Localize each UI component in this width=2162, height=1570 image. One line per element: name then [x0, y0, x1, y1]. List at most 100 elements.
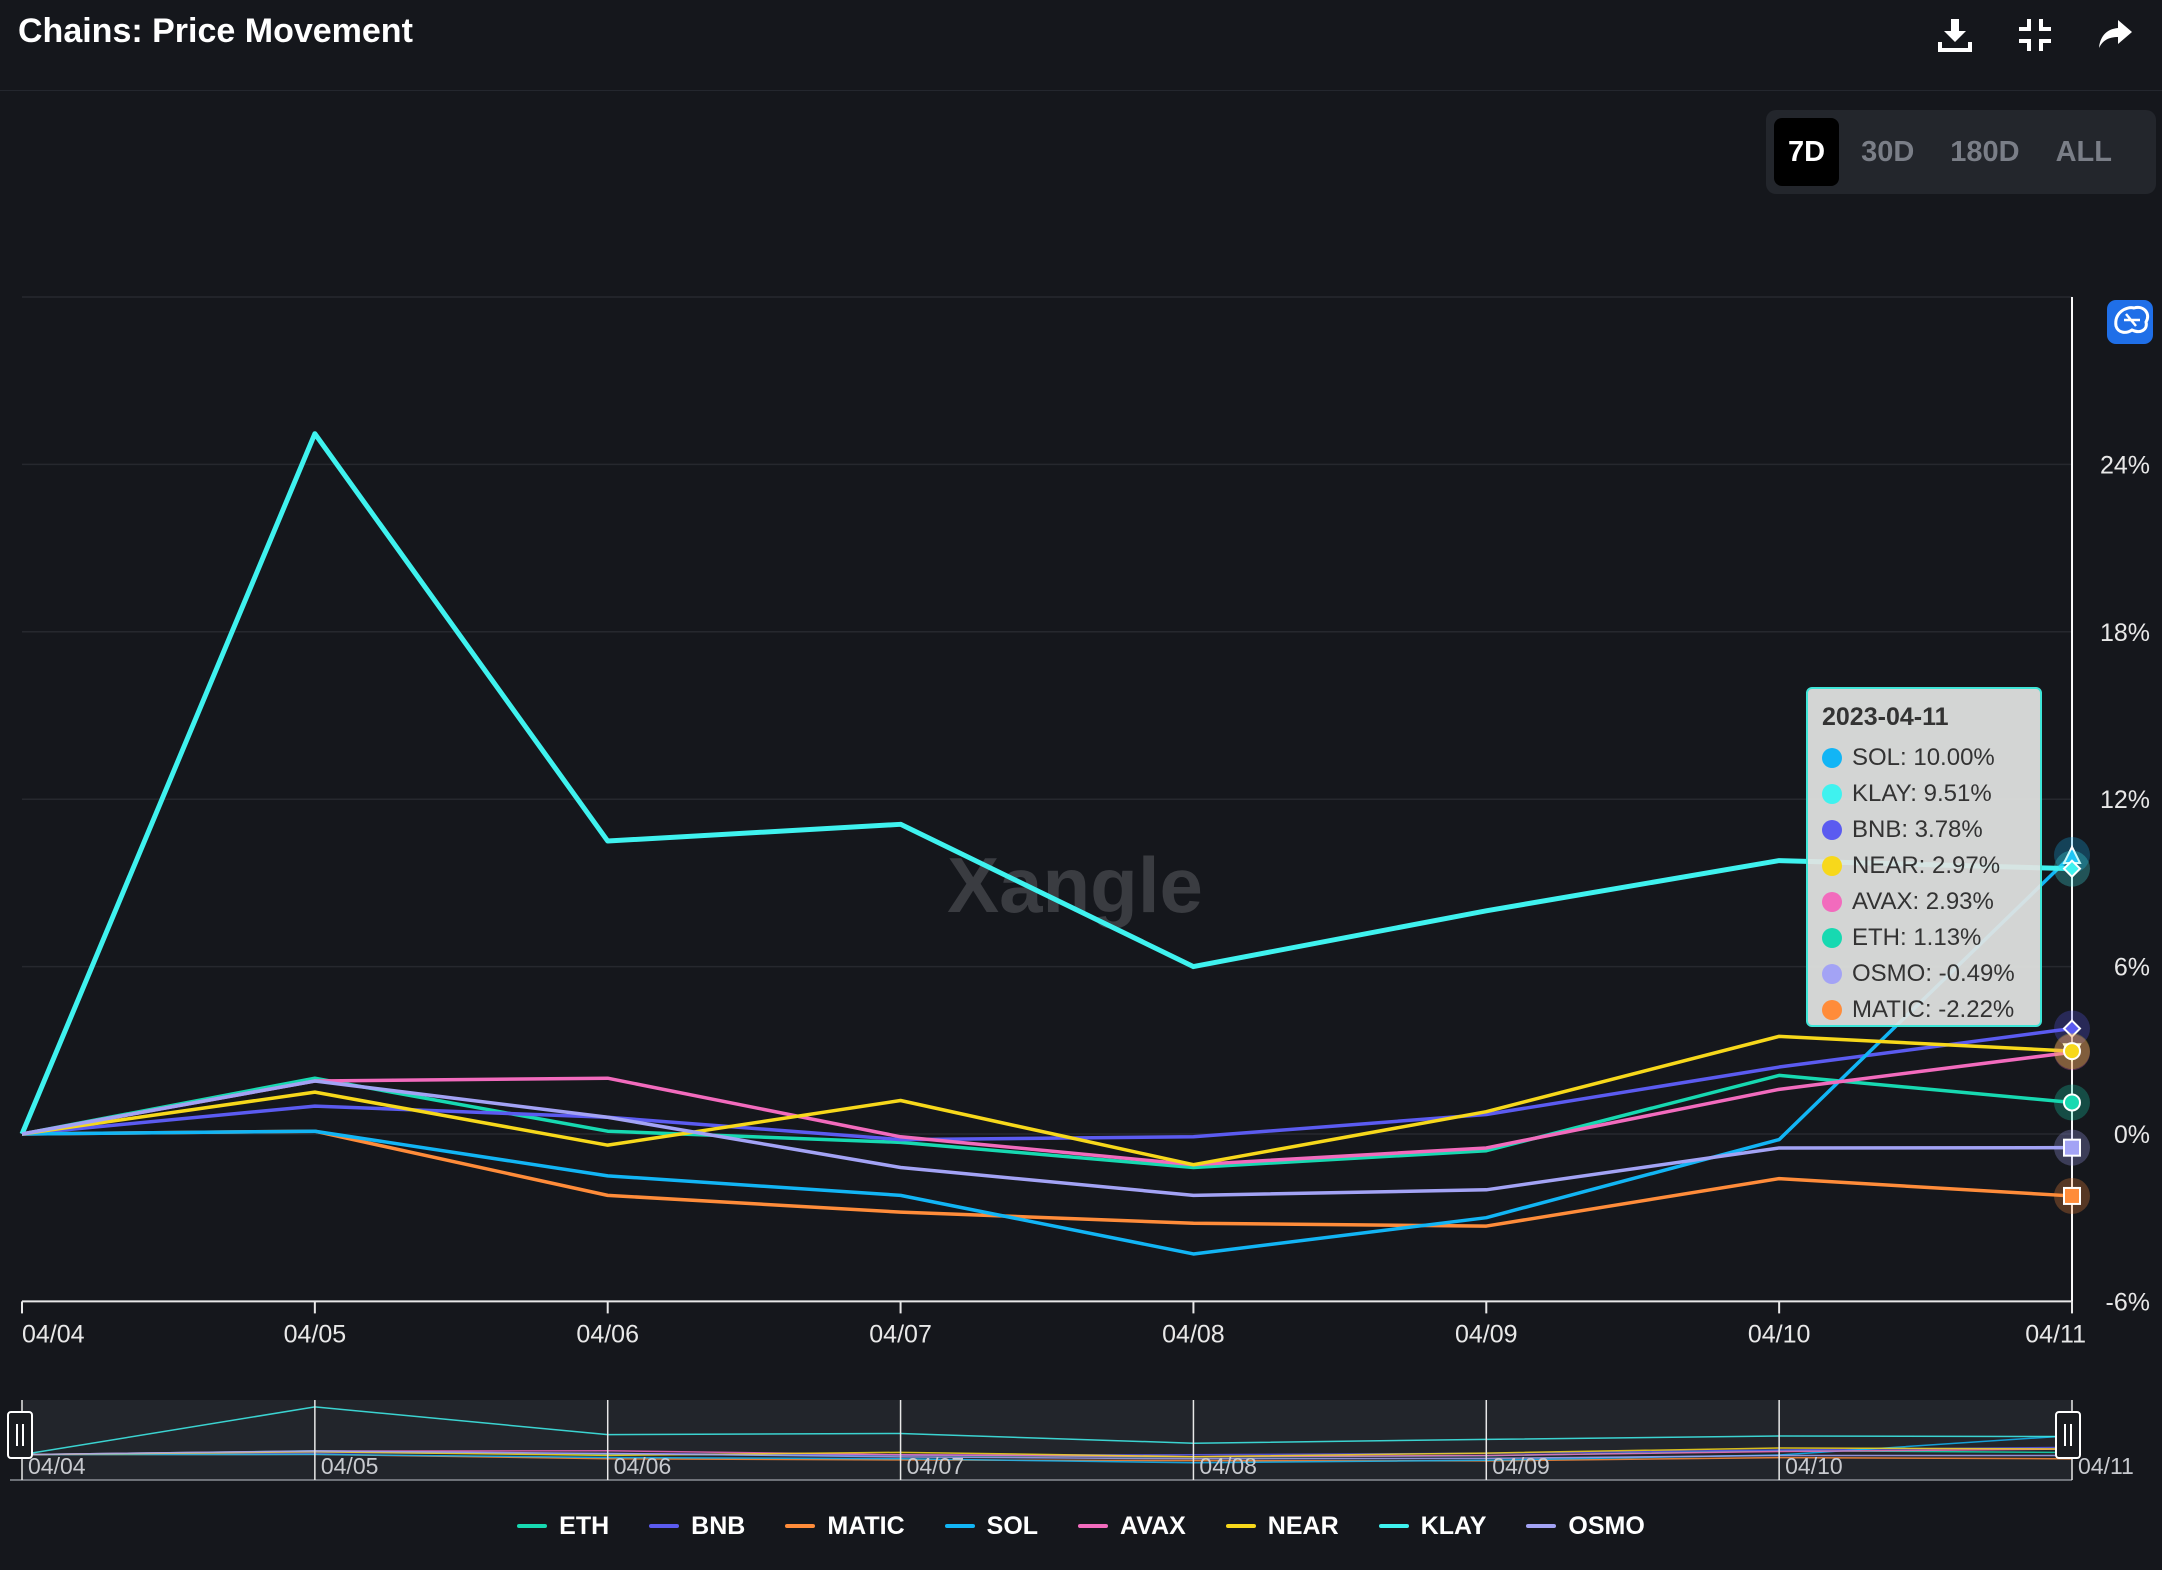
legend-item-bnb[interactable]: BNB [649, 1512, 745, 1541]
legend-item-sol[interactable]: SOL [944, 1511, 1039, 1541]
legend-item-klay[interactable]: KLAY [1378, 1512, 1486, 1541]
series-line-bnb[interactable] [21, 1026, 2073, 1142]
y-tick-label: 24% [2100, 451, 2150, 479]
tooltip-dot [1822, 856, 1842, 876]
navigator-label: 04/08 [1199, 1453, 1257, 1479]
navigator-label: 04/06 [614, 1453, 672, 1479]
x-tick-label: 04/06 [576, 1320, 639, 1348]
tooltip-dot [1822, 1000, 1842, 1020]
tooltip-row: KLAY: 9.51% [1822, 776, 2026, 812]
navigator-label: 04/10 [1785, 1453, 1843, 1479]
tooltip-label: KLAY: 9.51% [1852, 780, 1992, 807]
x-tick-label: 04/08 [1162, 1320, 1225, 1348]
navigator-handle-left[interactable] [7, 1411, 33, 1459]
tooltip-label: SOL: 10.00% [1852, 744, 1995, 771]
legend-label: MATIC [827, 1511, 905, 1540]
tooltip-row: MATIC: -2.22% [1822, 992, 2026, 1028]
end-marker-near [2054, 1033, 2090, 1070]
navigator-line-klay [21, 1406, 2073, 1456]
legend-item-near[interactable]: NEAR [1225, 1511, 1339, 1541]
series-line-sol[interactable] [21, 853, 2074, 1256]
end-marker-klay [2054, 850, 2090, 887]
legend-swatch [1378, 1524, 1409, 1528]
download-icon [1938, 19, 1972, 52]
legend-swatch [649, 1524, 680, 1528]
analysis-icon[interactable] [2107, 300, 2153, 344]
x-tick-label: 04/09 [1455, 1320, 1518, 1348]
end-marker-sol [2054, 837, 2090, 873]
tooltip-dot [1822, 784, 1842, 804]
range-selector: 7D 30D 180D ALL [1766, 110, 2156, 194]
tooltip-row: BNB: 3.78% [1822, 812, 2026, 848]
tooltip-row: AVAX: 2.93% [1822, 884, 2026, 920]
share-icon [2099, 20, 2132, 48]
range-all-button[interactable]: ALL [2055, 135, 2112, 168]
chart-header: Chains: Price Movement [0, 0, 2162, 91]
tooltip-dot [1822, 748, 1842, 768]
y-tick-label: 0% [2114, 1121, 2150, 1149]
series-line-eth[interactable] [21, 1073, 2073, 1170]
navigator-handle-right[interactable] [2055, 1411, 2081, 1459]
tooltip-row: ETH: 1.13% [1822, 920, 2026, 956]
navigator-window[interactable] [22, 1400, 2072, 1480]
tooltip-row: NEAR: 2.97% [1822, 848, 2026, 884]
tooltip-label: NEAR: 2.97% [1852, 852, 2001, 879]
download-button[interactable] [1930, 12, 1980, 58]
end-marker-bnb [2054, 1010, 2090, 1047]
tooltip-dot [1822, 928, 1842, 948]
range-180d-button[interactable]: 180D [1950, 135, 2020, 168]
legend-swatch [1526, 1524, 1557, 1528]
navigator-line-near [21, 1447, 2073, 1458]
legend-item-matic[interactable]: MATIC [785, 1511, 905, 1541]
navigator-label: 04/09 [1492, 1453, 1550, 1479]
series-line-klay[interactable] [19, 431, 2073, 1135]
legend-label: OSMO [1568, 1511, 1645, 1540]
y-tick-label: 18% [2100, 619, 2150, 647]
tooltip-dot [1822, 964, 1842, 984]
legend-item-osmo[interactable]: OSMO [1526, 1511, 1645, 1541]
legend-label: NEAR [1267, 1511, 1339, 1540]
legend-label: BNB [691, 1511, 746, 1540]
tooltip-date: 2023-04-11 [1822, 703, 1949, 731]
share-button[interactable] [2090, 12, 2140, 58]
tooltip-label: ETH: 1.13% [1852, 924, 1982, 951]
series-line-osmo[interactable] [21, 1079, 2073, 1198]
navigator-label: 04/11 [2078, 1453, 2134, 1479]
legend-item-avax[interactable]: AVAX [1078, 1512, 1186, 1541]
tooltip-dot [1822, 820, 1842, 840]
watermark: Xangle [947, 841, 1203, 929]
end-marker-osmo [2054, 1129, 2090, 1166]
y-tick-label: 12% [2100, 786, 2150, 814]
data-tooltip: 2023-04-11 SOL: 10.00% KLAY: 9.51% BNB: 3.… [1806, 687, 2042, 1027]
series-line-near[interactable] [21, 1034, 2073, 1167]
legend-swatch [944, 1524, 975, 1528]
page-title: Chains: Price Movement [18, 12, 413, 50]
end-marker-matic [2054, 1177, 2090, 1214]
end-marker-eth [2054, 1084, 2090, 1121]
tooltip-label: AVAX: 2.93% [1852, 888, 1994, 915]
y-tick-label: 6% [2114, 954, 2150, 982]
series-line-avax[interactable] [21, 1050, 2073, 1167]
x-tick-label: 04/05 [284, 1320, 347, 1348]
tooltip-row: OSMO: -0.49% [1822, 956, 2026, 992]
legend-label: ETH [559, 1511, 610, 1540]
series-line-matic[interactable] [21, 1129, 2073, 1228]
tooltip-dot [1822, 892, 1842, 912]
range-30d-button[interactable]: 30D [1861, 135, 1915, 168]
navigator-label: 04/04 [28, 1453, 86, 1479]
y-tick-label: -6% [2106, 1288, 2150, 1316]
legend-swatch [1078, 1524, 1109, 1528]
navigator-label: 04/07 [907, 1453, 965, 1479]
tooltip-label: MATIC: -2.22% [1852, 996, 2015, 1023]
chart-legend: ETH BNB MATIC SOL AVAX NEAR KLAY OSMO [0, 1505, 2162, 1547]
x-tick-label: 04/07 [869, 1320, 932, 1348]
legend-swatch [785, 1524, 816, 1528]
x-tick-label: 04/10 [1748, 1320, 1811, 1348]
legend-item-eth[interactable]: ETH [517, 1512, 609, 1541]
range-7d-button[interactable]: 7D [1774, 118, 1840, 186]
exit-fullscreen-button[interactable] [2010, 12, 2060, 58]
legend-label: SOL [986, 1511, 1039, 1540]
legend-label: AVAX [1120, 1511, 1186, 1540]
x-tick-label: 04/11 [2025, 1320, 2086, 1348]
